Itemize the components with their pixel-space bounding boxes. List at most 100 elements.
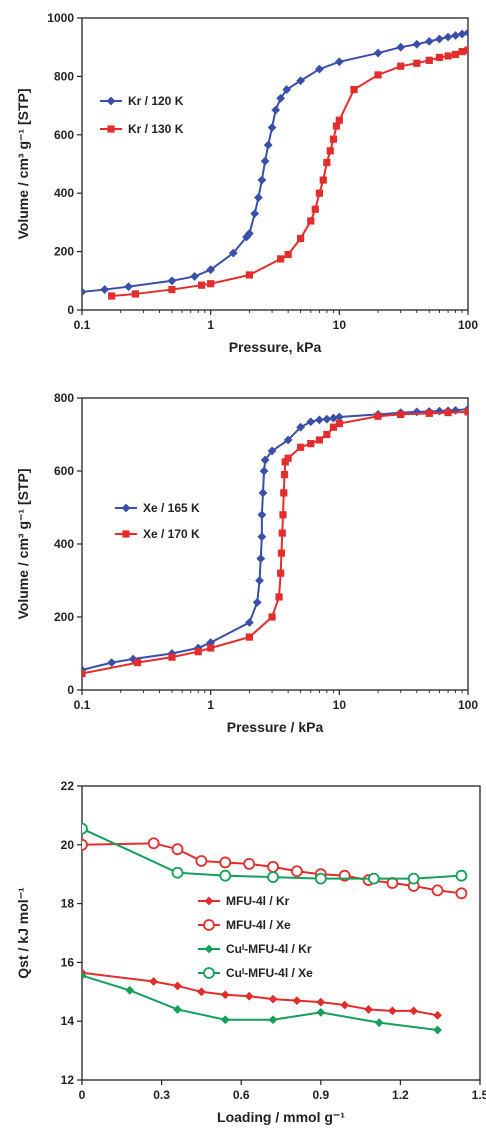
data-point-0-0 <box>276 93 286 103</box>
plot-series-group <box>82 404 468 678</box>
data-point-0-0 <box>260 156 270 166</box>
data-point-2-1 <box>243 858 256 870</box>
y-axis-label: Volume / cm³ g⁻¹ [STP] <box>15 88 31 239</box>
data-point-1-1 <box>374 412 382 420</box>
legend-marker <box>204 896 214 906</box>
x-tick-label: 100 <box>458 698 478 712</box>
data-point-2-1 <box>219 856 232 869</box>
data-point-1-0 <box>306 417 316 427</box>
data-point-2-0 <box>220 990 230 1000</box>
data-point-1-1 <box>323 430 331 439</box>
data-point-2-0 <box>340 1000 350 1010</box>
data-point-0-1 <box>168 285 176 294</box>
y-tick-label: 18 <box>61 897 75 911</box>
data-point-2-2 <box>125 985 135 995</box>
data-point-0-0 <box>457 29 467 39</box>
y-tick-label: 0 <box>67 303 74 317</box>
data-point-0-0 <box>463 28 468 37</box>
data-point-2-3 <box>407 872 420 885</box>
y-tick-label: 0 <box>67 683 74 697</box>
y-tick-label: 22 <box>61 779 75 793</box>
x-tick-label: 0.3 <box>153 1088 170 1102</box>
legend-label: MFU-4l / Kr <box>226 894 290 908</box>
data-point-0-0 <box>396 42 406 52</box>
data-point-0-1 <box>425 56 433 64</box>
data-point-1-0 <box>260 455 270 465</box>
data-point-2-2 <box>173 1005 182 1014</box>
data-point-1-1 <box>277 549 286 557</box>
x-tick-label: 10 <box>333 698 347 712</box>
data-point-1-1 <box>329 423 338 431</box>
data-point-2-1 <box>455 887 468 900</box>
legend-marker <box>107 125 115 133</box>
data-point-0-1 <box>284 250 292 259</box>
data-point-2-1 <box>147 837 160 850</box>
data-point-0-0 <box>190 272 199 281</box>
data-point-0-1 <box>297 234 305 243</box>
data-point-1-1 <box>268 613 276 621</box>
data-point-2-0 <box>292 996 302 1006</box>
data-point-0-1 <box>197 281 206 289</box>
y-tick-label: 200 <box>54 610 74 624</box>
x-tick-label: 10 <box>333 318 347 332</box>
data-point-0-1 <box>435 53 444 62</box>
data-point-0-0 <box>254 193 263 202</box>
data-point-0-0 <box>267 123 277 132</box>
x-tick-label: 0.6 <box>233 1088 250 1102</box>
data-point-2-1 <box>195 855 208 867</box>
data-point-1-1 <box>297 443 305 451</box>
data-point-0-1 <box>277 255 285 263</box>
data-point-2-3 <box>367 872 380 885</box>
plot-frame <box>81 397 469 691</box>
data-point-1-0 <box>322 414 332 424</box>
data-point-1-1 <box>397 410 405 419</box>
data-point-0-1 <box>332 122 341 130</box>
x-tick-label: 0.1 <box>74 318 91 332</box>
data-point-1-0 <box>255 576 264 585</box>
data-point-0-1 <box>458 47 466 56</box>
data-point-2-3 <box>82 822 88 835</box>
y-tick-label: 800 <box>54 69 74 83</box>
data-point-0-0 <box>412 39 422 49</box>
x-tick-label: 0.9 <box>312 1088 329 1102</box>
x-tick-label: 1.2 <box>392 1088 409 1102</box>
y-tick-label: 16 <box>61 955 75 969</box>
data-point-2-1 <box>171 843 184 856</box>
legend-label: Xe / 165 K <box>143 501 200 515</box>
data-point-2-2 <box>433 1025 442 1035</box>
data-point-2-0 <box>244 991 254 1001</box>
legend-label: Cuᴵ-MFU-4l / Kr <box>226 942 312 956</box>
y-tick-label: 600 <box>54 464 74 478</box>
data-point-2-0 <box>388 1006 397 1016</box>
x-axis-label: Pressure / kPa <box>227 719 324 735</box>
series-line-0-1 <box>111 49 468 297</box>
y-tick-label: 400 <box>54 537 74 551</box>
data-point-2-2 <box>374 1018 384 1028</box>
data-point-1-0 <box>256 554 266 563</box>
data-point-2-3 <box>219 869 232 882</box>
data-point-1-1 <box>82 669 86 678</box>
data-point-0-1 <box>464 46 468 54</box>
data-point-1-0 <box>244 618 254 627</box>
data-point-0-1 <box>315 189 324 197</box>
legend-marker <box>121 503 131 513</box>
data-point-1-1 <box>245 633 253 641</box>
data-point-2-1 <box>82 838 88 851</box>
data-point-0-1 <box>451 50 460 59</box>
data-point-2-0 <box>364 1005 373 1014</box>
legend-label: Kr / 130 K <box>128 122 184 136</box>
data-point-1-0 <box>267 446 277 456</box>
data-point-1-1 <box>335 419 343 428</box>
data-point-1-1 <box>281 458 289 466</box>
data-point-0-0 <box>124 282 133 292</box>
series-line-2-3 <box>82 827 462 880</box>
data-point-1-0 <box>283 435 293 445</box>
data-point-2-0 <box>197 987 206 997</box>
data-point-0-1 <box>207 280 215 288</box>
x-tick-label: 1.5 <box>472 1088 486 1102</box>
x-tick-label: 100 <box>458 318 478 332</box>
data-point-0-1 <box>319 176 327 184</box>
data-point-0-0 <box>244 229 254 238</box>
y-tick-label: 800 <box>54 391 74 405</box>
